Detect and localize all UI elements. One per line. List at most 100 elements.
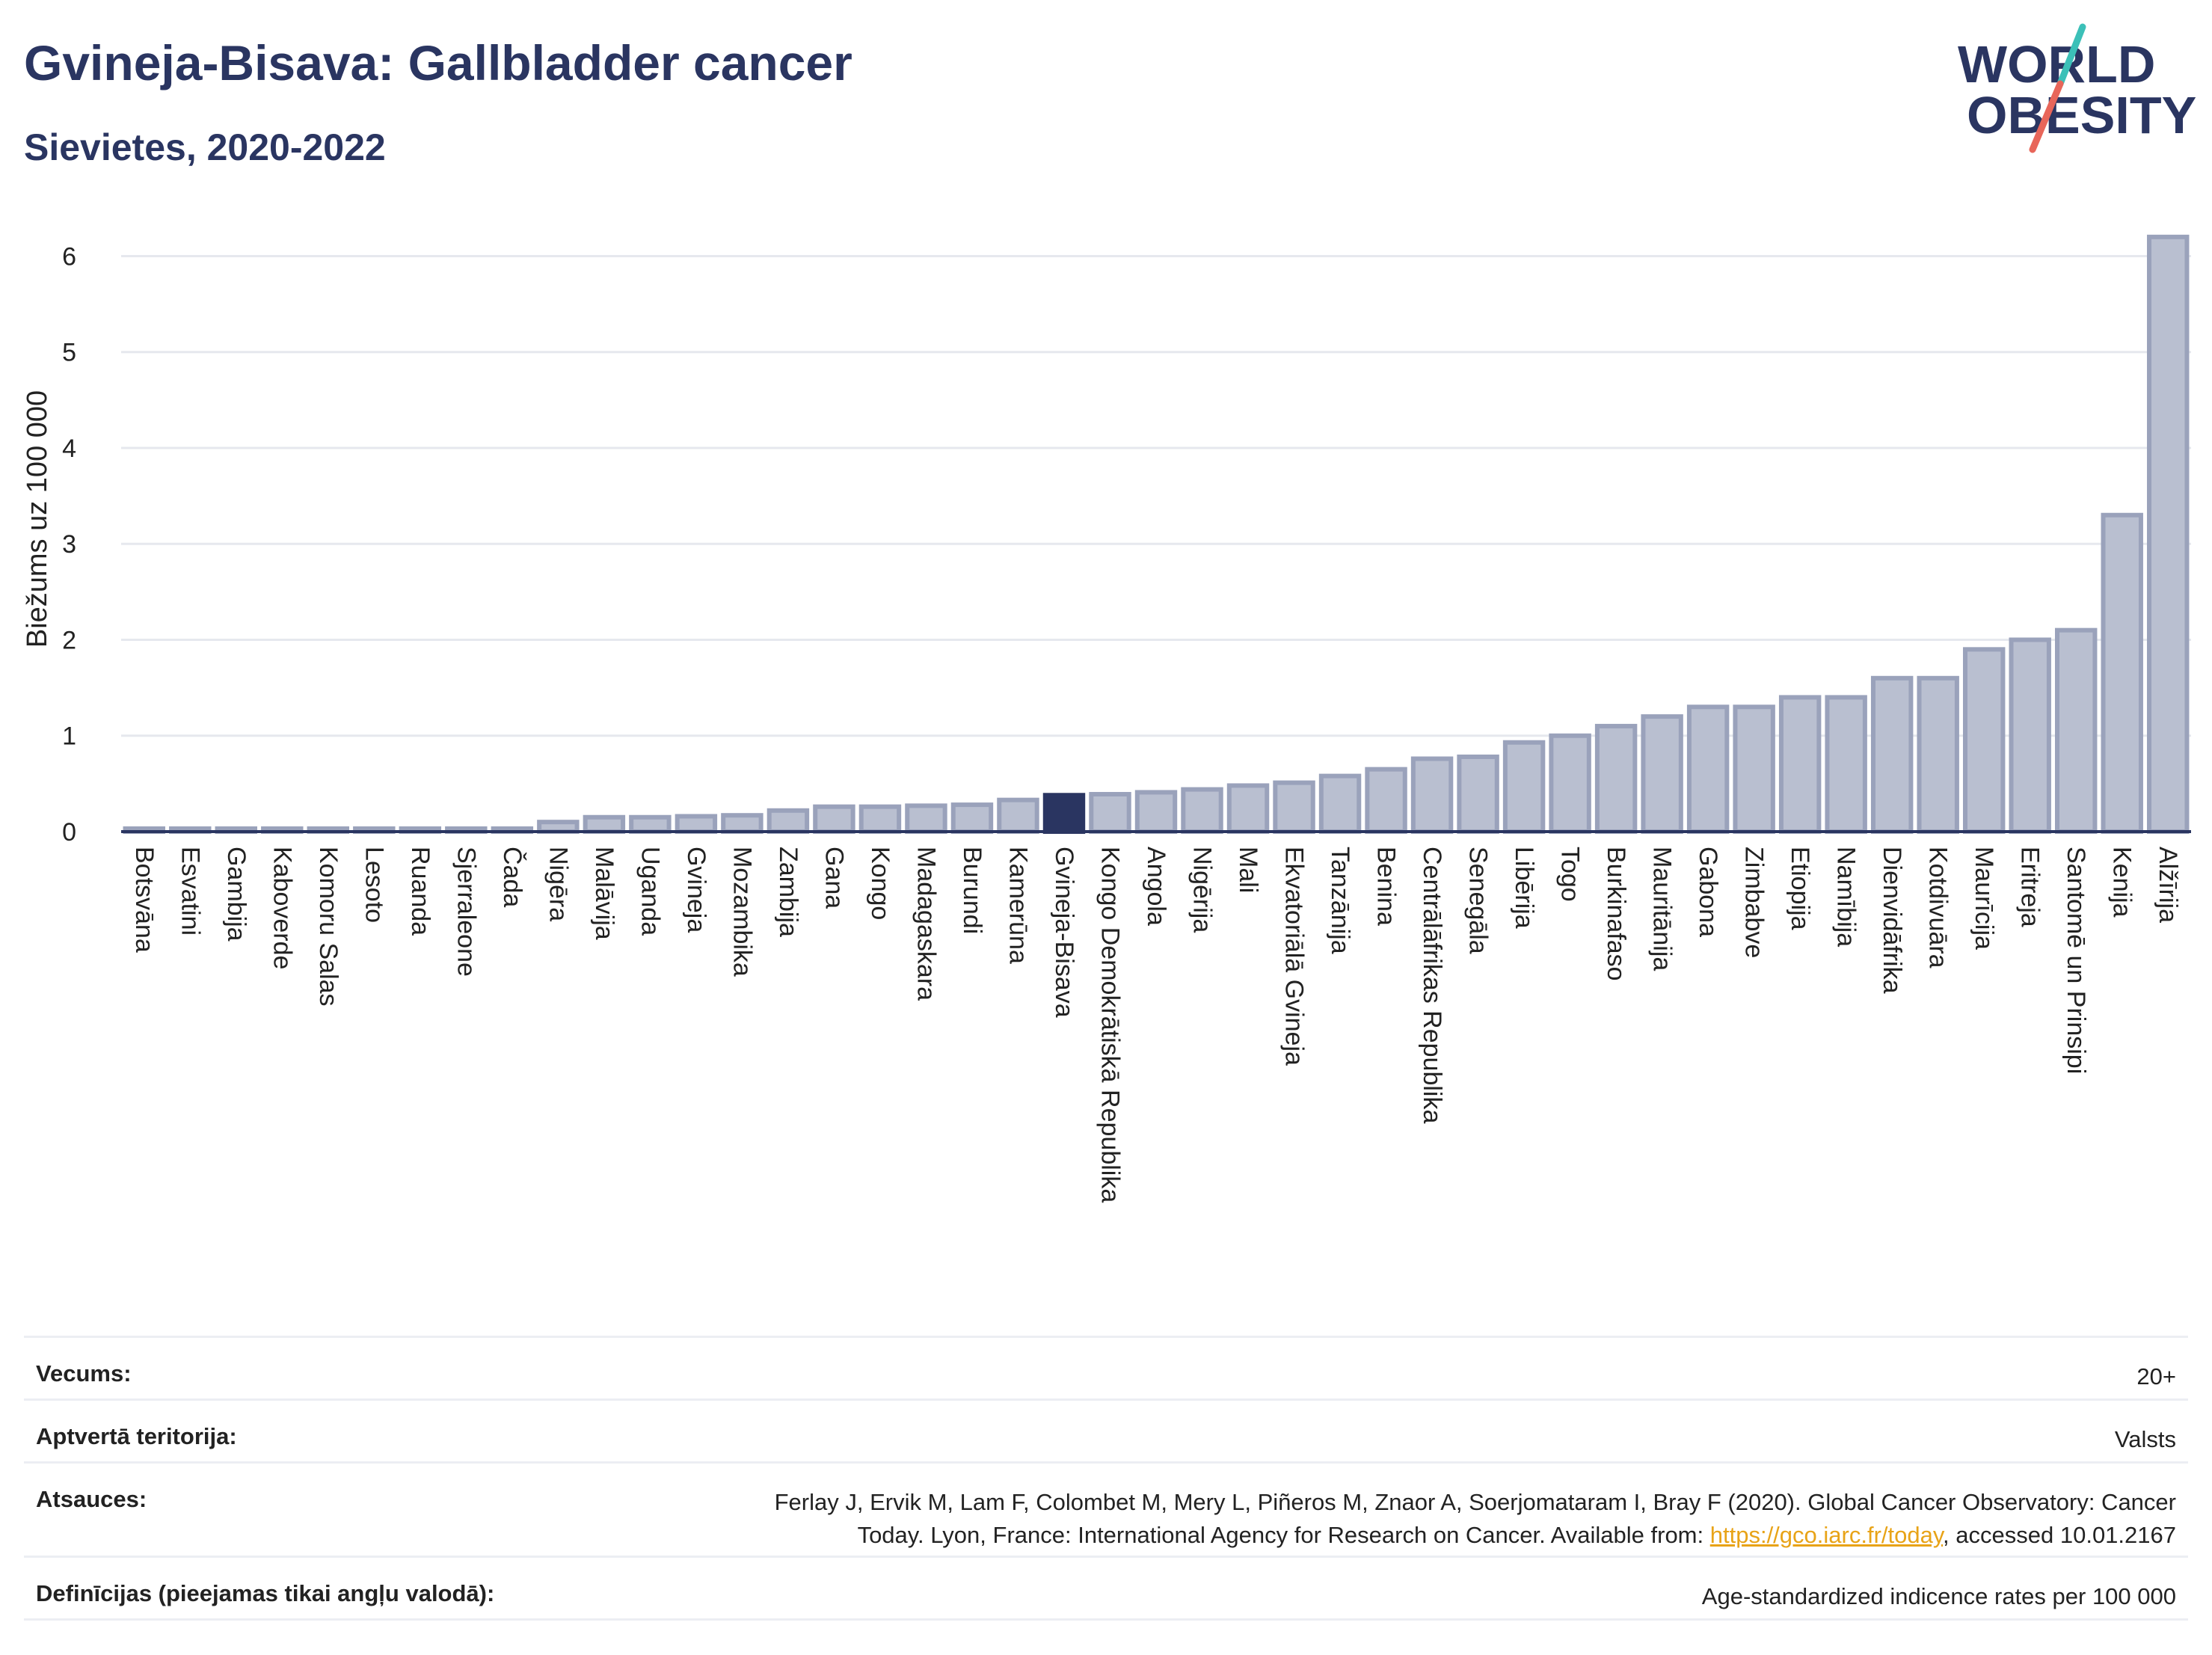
bar: [583, 814, 626, 835]
bar: [629, 814, 672, 835]
x-tick-label: Mali: [1234, 847, 1262, 893]
x-tick-label: Čada: [498, 847, 526, 907]
x-tick-label: Gambija: [222, 847, 251, 942]
x-tick-label: Kongo Demokrātiskā Republika: [1096, 847, 1124, 1203]
references-line1: Ferlay J, Ervik M, Lam F, Colombet M, Me…: [774, 1489, 2176, 1515]
bar: [1365, 767, 1407, 834]
y-tick-label: 2: [62, 626, 76, 654]
bar: [1962, 647, 2006, 834]
meta-label-age: Vecums:: [36, 1360, 132, 1387]
bar: [2101, 512, 2143, 834]
y-tick-label: 6: [62, 242, 76, 271]
bar: [1134, 790, 1178, 835]
x-tick-label: Libērija: [1510, 847, 1538, 929]
x-tick-label: Botsvāna: [130, 847, 159, 953]
bar: [2147, 234, 2190, 835]
x-tick-label: Senegāla: [1464, 847, 1493, 954]
x-tick-label: Ekvatoriālā Gvineja: [1280, 847, 1309, 1066]
bar: [950, 802, 994, 834]
logo-slash-top: [2056, 23, 2086, 87]
y-tick-label: 0: [62, 818, 76, 847]
x-tick-label: Kamerūna: [1004, 847, 1032, 964]
x-tick-label: Burkinafaso: [1602, 847, 1630, 981]
y-tick-label: 1: [62, 722, 76, 751]
x-tick-label: Mauritānija: [1648, 847, 1677, 971]
x-tick-label: Malāvija: [590, 847, 618, 940]
meta-label-definitions: Definīcijas (pieejamas tikai angļu valod…: [36, 1580, 495, 1606]
meta-value-age: 20+: [2136, 1363, 2176, 1390]
y-tick-label: 4: [62, 435, 76, 463]
references-line2-post: , accessed 10.01.2167: [1943, 1522, 2176, 1548]
bar: [1825, 695, 1867, 835]
bar: [1273, 780, 1315, 834]
y-tick-label: 3: [62, 530, 76, 559]
x-tick-label: Santomē un Prinsipi: [2062, 847, 2090, 1074]
meta-row-territory: Aptvertā teritorija: Valsts: [24, 1401, 2188, 1464]
logo-line2: OBESITY: [1967, 86, 2196, 144]
bar: [1733, 704, 1775, 834]
x-tick-label: Zimbabve: [1740, 847, 1769, 958]
gridlines: [121, 254, 2191, 737]
x-tick-label: Sjerraleone: [452, 847, 480, 977]
meta-row-age: Vecums: 20+: [24, 1338, 2188, 1401]
x-tick-label: Kotdivuāra: [1924, 847, 1953, 968]
x-tick-label: Uganda: [636, 847, 664, 936]
references-link[interactable]: https://gco.iarc.fr/today: [1709, 1522, 1944, 1548]
meta-value-definitions: Age-standardized indicence rates per 100…: [1701, 1583, 2176, 1609]
bar: [813, 804, 855, 834]
bar: [997, 797, 1039, 834]
world-obesity-logo: WORLD OBESITY: [1958, 23, 2196, 153]
x-tick-label: Etiopija: [1786, 847, 1814, 930]
metadata-table: Vecums: 20+ Aptvertā teritorija: Valsts …: [24, 1336, 2188, 1621]
bar: [766, 808, 810, 835]
meta-value-references: Ferlay J, Ervik M, Lam F, Colombet M, Me…: [775, 1464, 2176, 1552]
bar: [1318, 773, 1362, 834]
bar: [1181, 787, 1223, 834]
bar: [1089, 791, 1131, 835]
page-subtitle: Sievietes, 2020-2022: [24, 126, 386, 168]
x-tick-label: Nigēra: [544, 847, 572, 921]
x-tick-label: Centrālāfrikas Republika: [1418, 847, 1446, 1123]
x-tick-label: Namībija: [1832, 847, 1861, 947]
bar: [1870, 675, 1914, 834]
x-tick-label: Angola: [1142, 847, 1170, 926]
y-axis-label: Biežums uz 100 000: [22, 390, 53, 648]
x-tick-label: Nigērija: [1188, 847, 1217, 933]
x-tick-label: Eritreja: [2016, 847, 2044, 927]
bar: [1457, 754, 1499, 835]
bar: [721, 813, 764, 834]
bars: [123, 234, 2190, 835]
meta-label-territory: Aptvertā teritorija:: [36, 1423, 237, 1449]
x-tick-label: Kongo: [866, 847, 894, 920]
y-tick-label: 5: [62, 339, 76, 367]
x-tick-label: Dienvidāfrika: [1878, 847, 1906, 994]
bar: [1502, 740, 1546, 835]
page-title: Gvineja-Bisava: Gallbladder cancer: [24, 35, 852, 90]
logo-slash-bottom: [2029, 80, 2064, 153]
x-axis-ticks: Botsvāna Esvatini Gambija Kaboverde Komoru S…: [130, 847, 2182, 1203]
bar: [1549, 733, 1591, 834]
x-tick-label: Esvatini: [176, 847, 204, 936]
x-tick-label: Maurīcija: [1970, 847, 1998, 950]
x-tick-label: Togo: [1556, 847, 1585, 902]
bar: [1410, 756, 1454, 834]
x-tick-label: Alžīrija: [2154, 847, 2182, 923]
meta-value-territory: Valsts: [2114, 1426, 2176, 1452]
x-tick-label: Zambija: [774, 847, 802, 937]
bar: [1778, 695, 1822, 835]
x-tick-label: Gana: [820, 847, 848, 909]
meta-row-references: Atsauces: Ferlay J, Ervik M, Lam F, Colo…: [24, 1464, 2188, 1558]
bar: [1226, 783, 1270, 835]
x-tick-label: Kenija: [2108, 847, 2136, 918]
meta-row-definitions: Definīcijas (pieejamas tikai angļu valod…: [24, 1558, 2188, 1621]
y-axis-ticks: 0 1 2 3 4 5 6: [62, 242, 76, 847]
bar: [675, 814, 718, 835]
bar: [905, 803, 947, 835]
bar: [1594, 723, 1638, 835]
references-line2-pre: Today. Lyon, France: International Agenc…: [857, 1522, 1710, 1548]
x-tick-label: Kaboverde: [268, 847, 296, 969]
bar-chart: 0 1 2 3 4 5 6 Botsvāna Esvatini Gambija Kaboverde…: [22, 234, 2191, 1203]
x-tick-label: Ruanda: [406, 847, 434, 936]
x-tick-label: Komoru Salas: [314, 847, 342, 1007]
bar: [1917, 675, 1959, 834]
